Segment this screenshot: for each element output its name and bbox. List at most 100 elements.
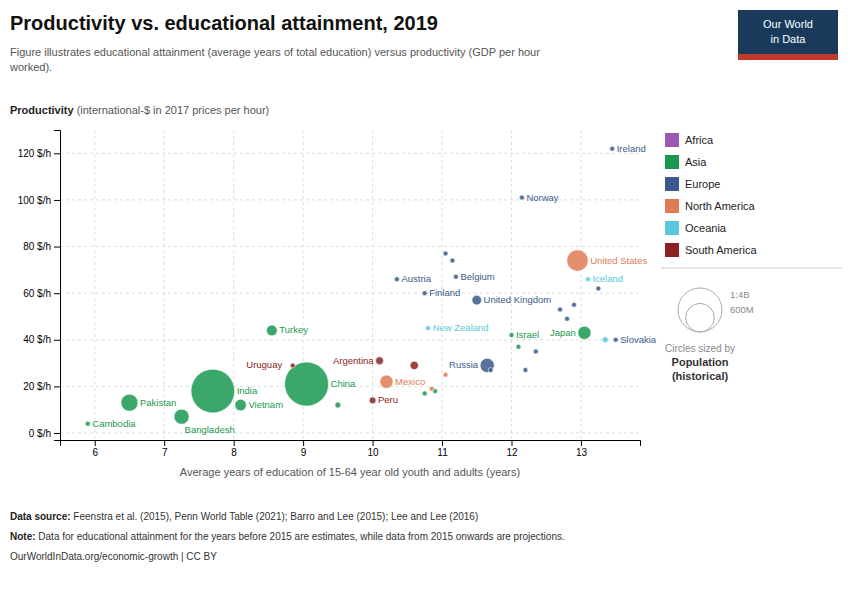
bubble: [516, 344, 521, 349]
grid-line-y: [60, 293, 640, 294]
legend-swatch: [665, 155, 679, 169]
x-tick-label: 9: [301, 447, 307, 458]
legend-swatch: [665, 243, 679, 257]
plot-area: [85, 146, 618, 426]
bubble: [422, 291, 427, 296]
legend-label: Europe: [685, 178, 720, 190]
bubble: [426, 326, 431, 331]
bubble: [443, 251, 448, 256]
point-label: Uruguay: [246, 359, 282, 370]
logo-text: in Data: [771, 33, 807, 45]
y-axis-line: [54, 131, 61, 441]
subtitle-line: worked).: [9, 61, 52, 73]
y-tick: 100 $/h: [18, 195, 60, 206]
bubble: [121, 394, 138, 411]
bubble: [285, 362, 329, 406]
y-axis: 0 $/h20 $/h40 $/h60 $/h80 $/h100 $/h120 …: [18, 131, 61, 441]
point-label: Slovakia: [620, 334, 657, 345]
x-tick-label: 13: [576, 447, 588, 458]
point-label: Austria: [401, 273, 431, 284]
legend-label: South America: [685, 244, 757, 256]
bubble: [578, 326, 591, 339]
bubble: [585, 277, 590, 282]
y-tick: 0 $/h: [29, 428, 60, 439]
y-tick: 120 $/h: [18, 148, 60, 159]
bubble: [443, 372, 448, 377]
point-label: Japan: [550, 327, 576, 338]
legend-label: Africa: [685, 134, 714, 146]
x-tick-label: 10: [368, 447, 380, 458]
bubble: [509, 333, 514, 338]
y-tick-mark: [54, 386, 60, 387]
bubble: [523, 368, 528, 373]
y-tick-label: 60 $/h: [23, 288, 51, 299]
x-tick: 8: [231, 440, 237, 458]
footer-text: Data for educational attainment for the …: [36, 531, 565, 542]
y-axis-title: Productivity (international-$ in 2017 pr…: [10, 104, 269, 116]
bubble: [565, 316, 570, 321]
bubble: [596, 286, 601, 291]
chart-container: Productivity vs. educational attainment,…: [0, 0, 850, 600]
title: Productivity vs. educational attainment,…: [10, 12, 438, 34]
legend-label: Oceania: [685, 222, 727, 234]
point-label: Turkey: [279, 324, 308, 335]
grid-line-x: [94, 130, 95, 440]
x-tick-mark: [581, 440, 582, 446]
x-tick-label: 7: [162, 447, 168, 458]
point-label: Belgium: [460, 271, 494, 282]
grid-line-y: [60, 246, 640, 247]
point-label: Peru: [378, 394, 398, 405]
bubble: [533, 349, 538, 354]
point-label: Bangladesh: [185, 424, 235, 435]
grid-line-y: [60, 339, 640, 340]
grid-line-y: [60, 153, 640, 154]
x-axis-line: [61, 441, 641, 447]
bubble: [394, 277, 399, 282]
bubble: [410, 361, 418, 369]
y-axis-title-part: Productivity: [10, 104, 74, 116]
bubble: [610, 146, 615, 151]
bubble: [429, 386, 434, 391]
y-tick: 40 $/h: [23, 334, 60, 345]
y-tick-mark: [54, 247, 60, 248]
y-axis-title-part: (international-$ in 2017 prices per hour…: [74, 104, 270, 116]
size-legend-circle: [678, 288, 722, 332]
x-tick-mark: [442, 440, 443, 446]
bubble: [376, 357, 384, 365]
point-label: Iceland: [592, 273, 623, 284]
point-label: China: [331, 378, 357, 389]
x-tick-label: 12: [506, 447, 518, 458]
point-label: Finland: [429, 287, 460, 298]
x-tick: 12: [506, 440, 518, 458]
bubble: [85, 421, 90, 426]
bubble: [290, 363, 295, 368]
legend-label: Asia: [685, 156, 707, 168]
logo-bar: [738, 54, 838, 60]
x-tick-mark: [234, 440, 235, 446]
logo-text: Our World: [763, 18, 813, 30]
x-tick-mark: [303, 440, 304, 446]
x-tick: 13: [576, 440, 588, 458]
size-legend-caption: (historical): [672, 370, 729, 382]
footer: Data source: Feenstra et al. (2015), Pen…: [10, 511, 565, 562]
size-legend-circle: [686, 303, 715, 332]
chart-svg: Productivity vs. educational attainment,…: [0, 0, 850, 600]
legend-separator: [661, 268, 842, 269]
point-label: Pakistan: [140, 397, 176, 408]
logo: Our World in Data: [738, 10, 838, 60]
point-label: Vietnam: [248, 399, 283, 410]
point-label: United States: [590, 255, 647, 266]
x-axis: 678910111213: [61, 440, 641, 458]
point-label: Norway: [526, 192, 558, 203]
bubble: [369, 397, 376, 404]
y-tick-label: 80 $/h: [23, 241, 51, 252]
bubble: [191, 369, 235, 413]
footer-text: Feenstra et al. (2015), Penn World Table…: [71, 511, 479, 522]
x-tick-mark: [95, 440, 96, 446]
point-label: Russia: [449, 359, 479, 370]
y-tick-mark: [54, 153, 60, 154]
legend-swatch: [665, 133, 679, 147]
point-label: Israel: [516, 329, 539, 340]
legend-swatch: [665, 177, 679, 191]
subtitle-line: Figure illustrates educational attainmen…: [10, 46, 540, 58]
